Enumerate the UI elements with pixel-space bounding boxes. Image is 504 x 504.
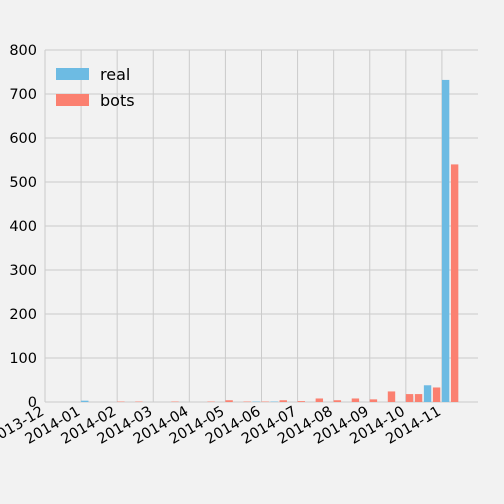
y-tick-label: 200 [9,307,37,323]
bar-real [423,385,432,402]
bar-bots [225,400,233,402]
y-tick-label: 100 [9,351,37,367]
bars [81,79,459,403]
bar-bots [333,400,342,402]
bar-real [441,79,450,403]
bar-real [81,400,89,402]
y-axis-ticks: 0 100 200 300 400 500 600 700 800 [9,43,37,411]
legend: real bots [56,65,135,110]
y-tick-label: 700 [9,87,37,103]
legend-swatch-real [56,68,89,80]
bar-bots [387,391,396,402]
legend-label-real: real [100,65,130,84]
legend-swatch-bots [56,94,89,106]
bar-bots [405,394,414,402]
bar-bots [450,164,459,402]
bar-bots [351,398,360,402]
y-tick-label: 400 [9,219,37,235]
bar-bots [315,398,324,402]
y-tick-label: 500 [9,175,37,191]
bar-bots [432,387,441,402]
x-axis-ticks: 2013-122014-012014-022014-032014-042014-… [0,404,444,448]
bar-bots [279,400,287,402]
grid-lines [44,49,478,403]
legend-label-bots: bots [100,91,135,110]
y-tick-label: 300 [9,263,37,279]
bar-bots [297,401,305,402]
y-tick-label: 0 [28,395,37,411]
bar-bots [369,399,378,402]
y-tick-label: 600 [9,131,37,147]
bar-bots [414,394,423,402]
y-tick-label: 800 [9,43,37,59]
